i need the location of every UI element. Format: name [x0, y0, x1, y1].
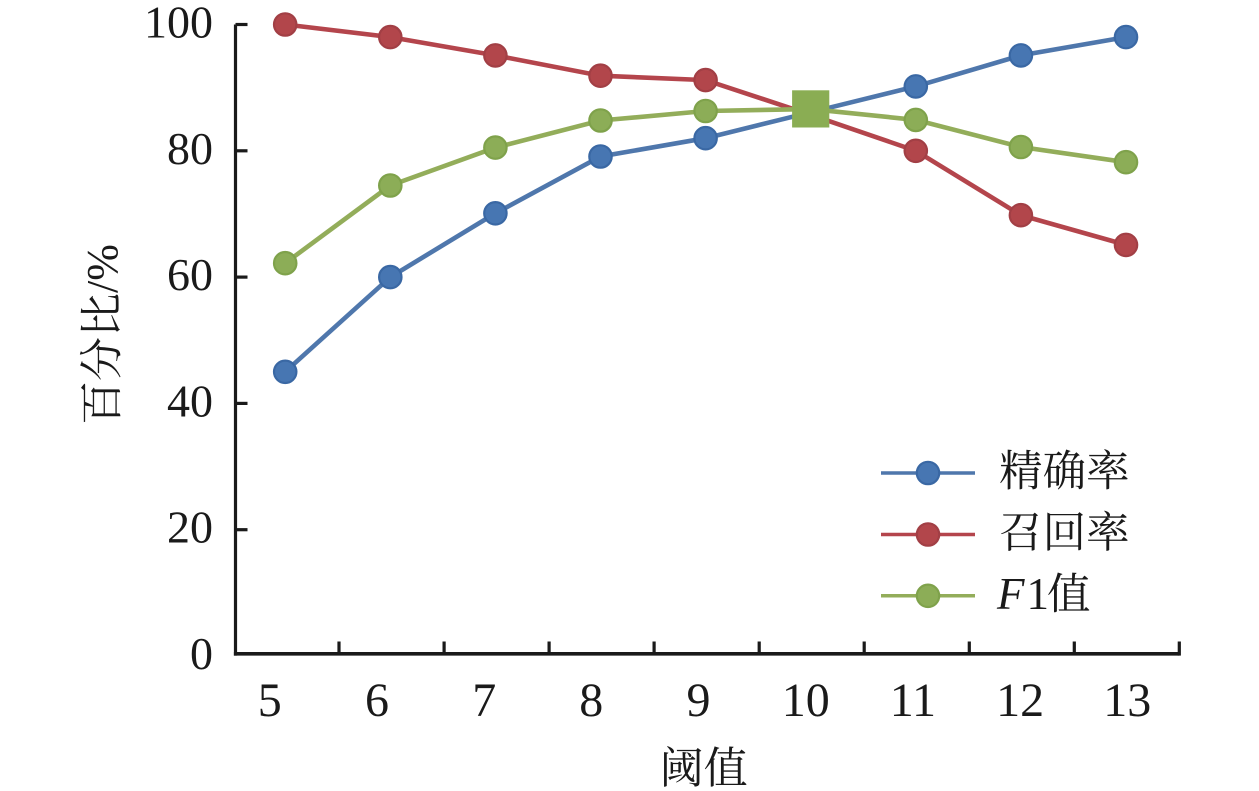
- svg-text:11: 11: [890, 674, 936, 727]
- svg-text:1: 1: [1027, 569, 1050, 619]
- svg-text:7: 7: [472, 674, 496, 727]
- svg-text:13: 13: [1103, 674, 1151, 727]
- svg-text:80: 80: [167, 123, 213, 174]
- svg-text:20: 20: [167, 502, 213, 553]
- svg-text:8: 8: [579, 674, 603, 727]
- svg-text:6: 6: [365, 674, 389, 727]
- svg-text:5: 5: [258, 674, 282, 727]
- svg-text:10: 10: [782, 674, 830, 727]
- svg-text:40: 40: [167, 375, 213, 426]
- svg-text:0: 0: [190, 628, 213, 679]
- svg-text:F: F: [996, 569, 1025, 619]
- svg-text:100: 100: [144, 0, 213, 48]
- svg-text:/%: /%: [78, 244, 127, 293]
- svg-text:60: 60: [167, 249, 213, 300]
- svg-text:9: 9: [687, 674, 711, 727]
- svg-text:12: 12: [996, 674, 1044, 727]
